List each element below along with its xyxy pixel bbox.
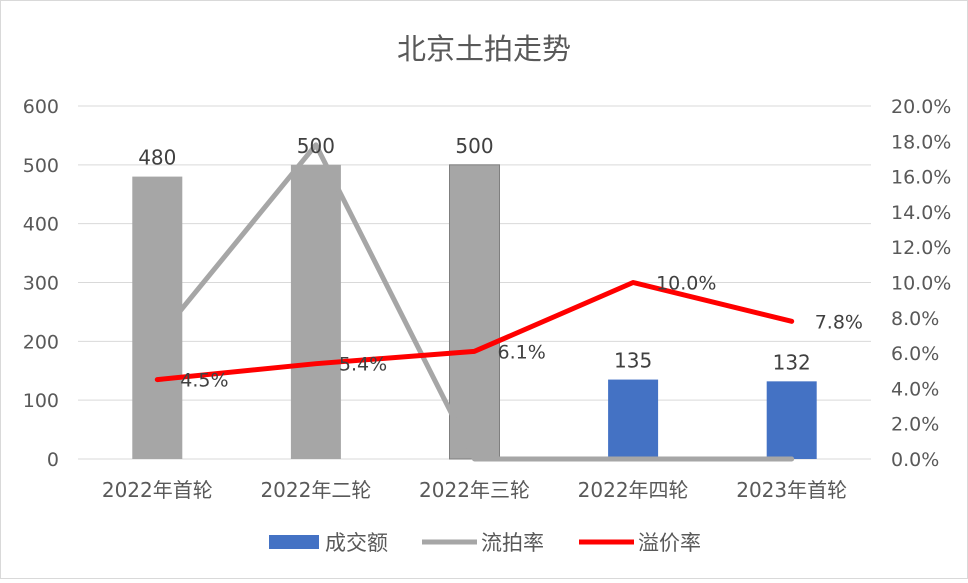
bar-data-label: 135 — [614, 349, 652, 373]
legend-label: 流拍率 — [481, 531, 544, 555]
bar-data-label: 500 — [455, 134, 493, 158]
left-tick-label: 200 — [23, 331, 59, 353]
x-tick-label: 2022年四轮 — [578, 478, 689, 502]
x-tick-label: 2022年二轮 — [260, 478, 371, 502]
x-tick-label: 2022年首轮 — [102, 478, 213, 502]
bar — [449, 164, 500, 460]
legend-label: 成交额 — [325, 531, 388, 555]
line-unsold-rate — [154, 142, 795, 462]
x-tick-label: 2022年三轮 — [419, 478, 530, 502]
right-tick-label: 6.0% — [891, 343, 939, 365]
right-tick-label: 16.0% — [891, 167, 951, 189]
bar-series — [132, 164, 817, 460]
bar-data-label: 480 — [138, 146, 176, 170]
left-tick-label: 300 — [23, 273, 59, 295]
left-tick-label: 500 — [23, 155, 59, 177]
legend-swatch — [269, 535, 319, 549]
right-tick-label: 10.0% — [891, 273, 951, 295]
chart-title: 北京土拍走势 — [397, 32, 571, 66]
line-data-label: 5.4% — [339, 354, 387, 376]
legend: 成交额 流拍率 溢价率 — [269, 531, 701, 555]
data-labels: 480 500 500 135 132 4.5% 5.4% 6.1% 10.0% 7.8% — [138, 134, 863, 392]
axes: 0 100 200 300 400 500 600 0.0% 2.0% 4.0% 6.0% 8.0% 1… — [23, 96, 952, 502]
right-tick-label: 8.0% — [891, 308, 939, 330]
bar-data-label: 132 — [773, 350, 811, 374]
line-series — [154, 142, 795, 462]
line-data-label: 6.1% — [498, 341, 546, 363]
line-data-label: 4.5% — [180, 370, 228, 392]
line-data-label: 10.0% — [656, 273, 716, 295]
left-tick-label: 600 — [23, 96, 59, 118]
x-tick-label: 2023年首轮 — [736, 478, 847, 502]
bar — [766, 381, 817, 459]
bar — [608, 379, 659, 459]
left-tick-label: 0 — [47, 449, 59, 471]
right-tick-label: 0.0% — [891, 449, 939, 471]
line-data-label: 7.8% — [815, 311, 863, 333]
left-tick-label: 400 — [23, 214, 59, 236]
right-tick-label: 12.0% — [891, 237, 951, 259]
bar-data-label: 500 — [297, 134, 335, 158]
bar — [290, 164, 341, 460]
right-tick-label: 2.0% — [891, 414, 939, 436]
right-tick-label: 14.0% — [891, 202, 951, 224]
right-tick-label: 20.0% — [891, 96, 951, 118]
right-tick-label: 18.0% — [891, 131, 951, 153]
right-tick-label: 4.0% — [891, 378, 939, 400]
legend-label: 溢价率 — [638, 531, 701, 555]
left-tick-label: 100 — [23, 390, 59, 412]
line-premium-rate — [154, 280, 795, 383]
